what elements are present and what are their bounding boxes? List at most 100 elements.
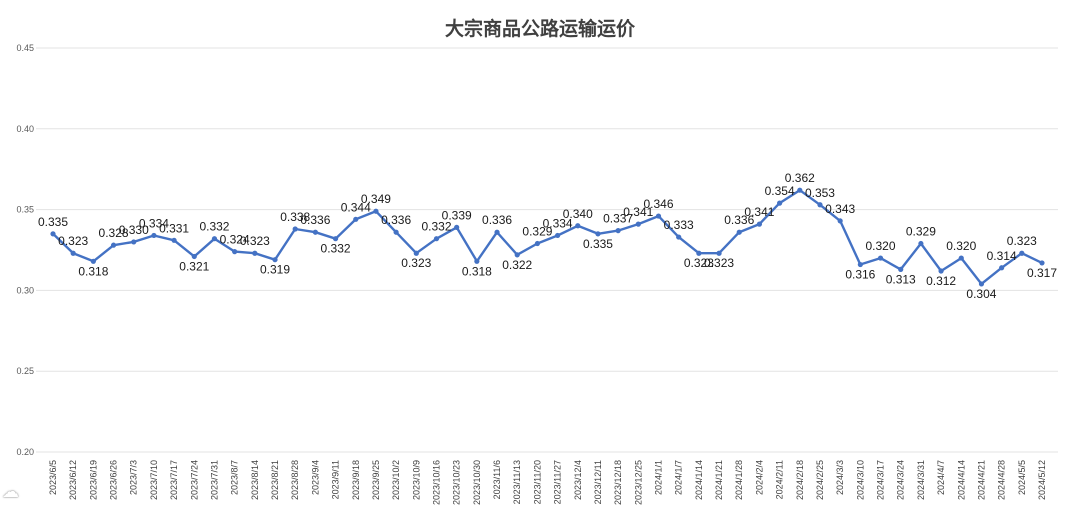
data-label: 0.321 bbox=[179, 259, 209, 273]
x-tick-label: 2023/12/11 bbox=[593, 460, 603, 504]
data-point bbox=[696, 250, 702, 256]
data-label: 0.316 bbox=[845, 268, 875, 282]
data-label: 0.323 bbox=[240, 234, 270, 248]
data-label: 0.354 bbox=[765, 184, 795, 198]
data-point bbox=[514, 252, 520, 258]
data-point bbox=[777, 200, 783, 206]
x-tick-label: 2023/8/21 bbox=[270, 460, 280, 500]
y-axis-ticks: 0.20 0.25 0.30 0.35 0.40 0.45 bbox=[16, 43, 34, 457]
watermark-icon: ☁ bbox=[2, 482, 19, 502]
data-point bbox=[211, 236, 218, 242]
x-tick-label: 2023/9/11 bbox=[331, 460, 341, 499]
x-tick-label: 2024/5/5 bbox=[1017, 460, 1027, 495]
x-tick-label: 2024/1/1 bbox=[654, 460, 664, 495]
data-label: 0.323 bbox=[1007, 234, 1037, 248]
data-label: 0.330 bbox=[119, 223, 149, 237]
x-axis-ticks: 2023/6/5 2023/6/12 2023/6/19 2023/6/26 2023/… bbox=[48, 460, 1047, 505]
data-point bbox=[554, 232, 561, 239]
data-point bbox=[898, 266, 904, 272]
x-tick-label: 2023/6/5 bbox=[48, 460, 58, 495]
data-point bbox=[857, 261, 863, 268]
y-tick-label: 0.45 bbox=[16, 43, 34, 53]
x-tick-label: 2023/10/9 bbox=[411, 460, 421, 500]
data-point bbox=[999, 265, 1005, 271]
data-label: 0.318 bbox=[462, 264, 492, 278]
x-tick-label: 2023/10/23 bbox=[452, 460, 462, 505]
data-label: 0.353 bbox=[805, 186, 835, 200]
data-point bbox=[918, 240, 924, 247]
data-point bbox=[232, 249, 238, 255]
x-tick-label: 2023/7/17 bbox=[169, 460, 179, 500]
data-point bbox=[817, 202, 823, 208]
data-label: 0.333 bbox=[664, 218, 694, 232]
data-point bbox=[413, 250, 419, 256]
data-point bbox=[494, 229, 500, 235]
data-point bbox=[353, 216, 359, 222]
x-tick-label: 2024/2/11 bbox=[775, 460, 785, 499]
data-point bbox=[312, 229, 318, 235]
data-point bbox=[292, 226, 298, 232]
data-point bbox=[978, 281, 985, 287]
data-label: 0.320 bbox=[946, 239, 976, 253]
x-tick-label: 2024/1/21 bbox=[714, 460, 724, 500]
x-tick-label: 2023/9/4 bbox=[310, 460, 320, 495]
data-point bbox=[474, 258, 480, 264]
data-point bbox=[938, 268, 944, 274]
x-tick-label: 2023/10/2 bbox=[391, 460, 401, 500]
y-tick-label: 0.25 bbox=[16, 366, 34, 376]
data-label: 0.336 bbox=[482, 213, 512, 227]
data-point bbox=[877, 255, 884, 261]
series-line-layer bbox=[52, 188, 1043, 286]
x-tick-label: 2023/11/13 bbox=[512, 460, 522, 504]
x-tick-label: 2024/2/18 bbox=[795, 460, 805, 500]
data-label: 0.334 bbox=[139, 216, 169, 230]
data-label: 0.322 bbox=[502, 258, 532, 272]
data-label: 0.335 bbox=[583, 237, 613, 251]
data-label: 0.346 bbox=[643, 197, 673, 211]
data-label: 0.341 bbox=[623, 205, 653, 219]
data-point bbox=[50, 231, 56, 237]
data-label: 0.318 bbox=[78, 264, 108, 278]
data-label: 0.329 bbox=[522, 225, 552, 239]
data-point bbox=[595, 231, 601, 237]
data-point bbox=[131, 239, 137, 245]
data-label: 0.323 bbox=[704, 256, 734, 270]
x-tick-label: 2023/10/30 bbox=[472, 460, 482, 505]
chart-title: 大宗商品公路运输运价 bbox=[444, 18, 635, 40]
data-label: 0.343 bbox=[825, 202, 855, 216]
x-tick-label: 2024/2/25 bbox=[815, 460, 825, 500]
data-label: 0.336 bbox=[381, 213, 411, 227]
x-tick-label: 2023/8/14 bbox=[250, 460, 260, 500]
data-point bbox=[393, 229, 399, 235]
data-label: 0.329 bbox=[906, 225, 936, 239]
gridlines bbox=[36, 47, 1058, 453]
data-label: 0.339 bbox=[442, 208, 472, 222]
data-label: 0.312 bbox=[926, 274, 956, 288]
data-label: 0.332 bbox=[199, 220, 229, 234]
data-label: 0.319 bbox=[260, 263, 290, 277]
x-tick-label: 2024/4/28 bbox=[997, 460, 1007, 500]
data-label: 0.337 bbox=[603, 212, 633, 226]
x-tick-label: 2023/11/27 bbox=[553, 460, 563, 504]
data-point bbox=[676, 234, 682, 240]
x-tick-label: 2024/1/14 bbox=[694, 460, 704, 500]
x-tick-label: 2024/3/3 bbox=[835, 460, 845, 495]
data-point bbox=[958, 255, 964, 261]
data-label: 0.336 bbox=[300, 213, 330, 227]
data-label: 0.331 bbox=[159, 221, 189, 235]
y-tick-label: 0.30 bbox=[16, 285, 34, 295]
data-label: 0.323 bbox=[684, 256, 714, 270]
data-point bbox=[756, 221, 763, 227]
x-tick-label: 2023/7/31 bbox=[209, 460, 219, 500]
data-label: 0.328 bbox=[99, 226, 129, 240]
data-point bbox=[716, 250, 722, 256]
data-label: 0.324 bbox=[220, 233, 250, 247]
x-tick-label: 2023/9/18 bbox=[351, 460, 361, 500]
x-tick-label: 2023/10/16 bbox=[431, 460, 441, 505]
x-tick-label: 2024/2/4 bbox=[754, 460, 764, 495]
x-tick-label: 2023/7/10 bbox=[149, 460, 159, 500]
x-tick-label: 2023/7/3 bbox=[129, 460, 139, 495]
data-label: 0.323 bbox=[58, 234, 88, 248]
x-tick-label: 2024/4/14 bbox=[956, 460, 966, 500]
